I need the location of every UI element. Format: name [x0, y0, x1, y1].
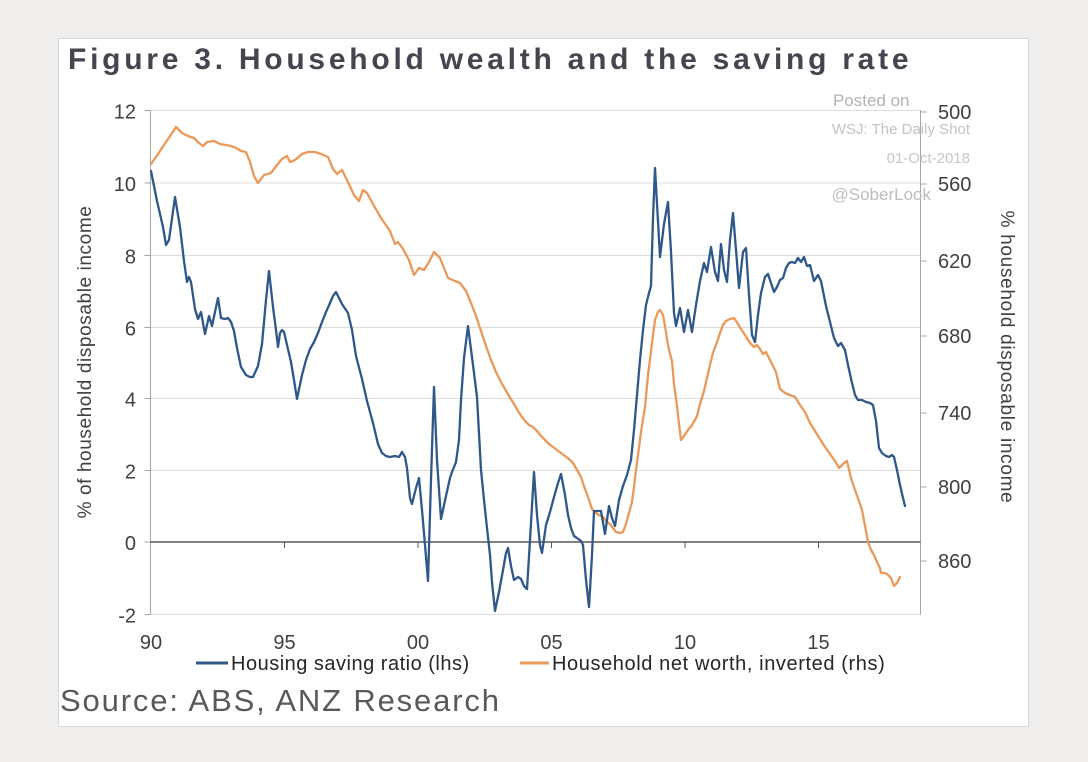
- svg-text:560: 560: [938, 174, 971, 196]
- svg-text:WSJ: The Daily Shot: WSJ: The Daily Shot: [832, 121, 971, 138]
- svg-text:Posted on: Posted on: [833, 91, 910, 110]
- svg-text:Housing saving ratio (lhs): Housing saving ratio (lhs): [231, 653, 470, 675]
- svg-text:Source: ABS, ANZ Research: Source: ABS, ANZ Research: [60, 683, 501, 718]
- svg-text:% household disposable income: % household disposable income: [996, 211, 1017, 504]
- svg-text:01-Oct-2018: 01-Oct-2018: [887, 150, 970, 167]
- svg-text:05: 05: [540, 632, 562, 654]
- svg-text:0: 0: [125, 533, 136, 555]
- svg-text:620: 620: [938, 251, 971, 273]
- svg-text:10: 10: [674, 632, 696, 654]
- svg-text:10: 10: [114, 174, 136, 196]
- svg-text:95: 95: [273, 632, 295, 654]
- svg-text:15: 15: [807, 632, 829, 654]
- svg-text:680: 680: [938, 326, 971, 348]
- svg-text:90: 90: [140, 632, 162, 654]
- svg-text:12: 12: [114, 102, 136, 124]
- svg-text:@SoberLook: @SoberLook: [832, 185, 932, 204]
- svg-text:740: 740: [938, 403, 971, 425]
- svg-text:800: 800: [938, 477, 971, 499]
- svg-text:4: 4: [125, 390, 136, 412]
- svg-text:00: 00: [407, 632, 429, 654]
- svg-text:500: 500: [938, 102, 971, 124]
- svg-text:8: 8: [125, 247, 136, 269]
- svg-text:-2: -2: [118, 606, 136, 628]
- svg-text:860: 860: [938, 551, 971, 573]
- svg-text:2: 2: [125, 462, 136, 484]
- svg-text:Household net worth, inverted: Household net worth, inverted (rhs): [552, 653, 885, 675]
- svg-text:6: 6: [125, 319, 136, 341]
- svg-text:% of household disposable inco: % of household disposable income: [75, 206, 96, 519]
